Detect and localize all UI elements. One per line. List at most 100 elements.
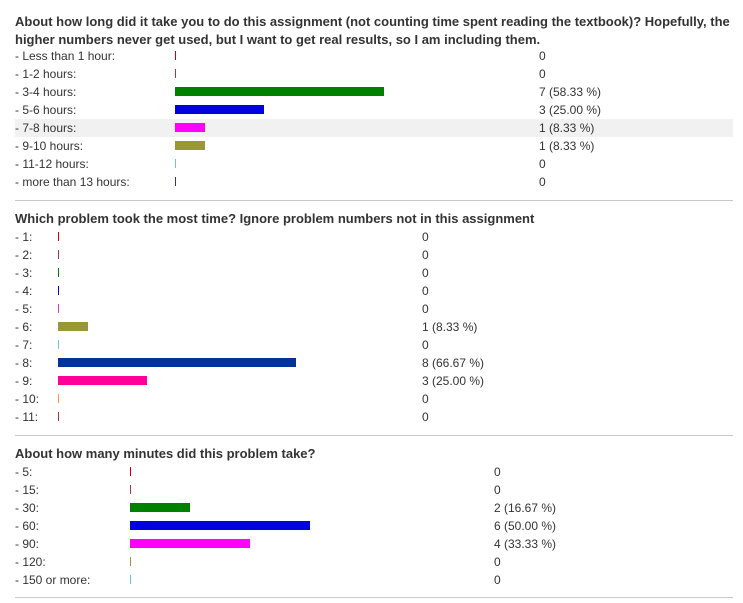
- answer-bar: [58, 286, 59, 295]
- answer-bar: [58, 232, 59, 241]
- question-1: About how long did it take you to do thi…: [15, 13, 733, 189]
- answer-label: - 5:: [15, 465, 33, 479]
- answer-bar: [58, 304, 59, 313]
- answer-row: - 9: 3 (25.00 %): [15, 372, 733, 390]
- answer-label: - 150 or more:: [15, 573, 91, 587]
- answer-count: 0: [422, 302, 429, 316]
- answer-label: - 5:: [15, 302, 33, 316]
- answer-label: - 1-2 hours:: [15, 67, 77, 81]
- answer-bar: [175, 141, 205, 150]
- answer-count: 0: [494, 573, 501, 587]
- section-divider: [15, 200, 733, 201]
- answer-bar: [175, 51, 176, 60]
- answer-bar: [175, 159, 176, 168]
- answer-count: 0: [539, 49, 546, 63]
- answer-count: 0: [422, 284, 429, 298]
- answer-bar: [58, 394, 59, 403]
- answer-row: - 15: 0: [15, 481, 733, 499]
- answer-bar: [58, 412, 59, 421]
- answer-label: - 9-10 hours:: [15, 139, 84, 153]
- answer-count: 0: [422, 338, 429, 352]
- answer-count: 0: [422, 230, 429, 244]
- answer-row: - 3-4 hours: 7 (58.33 %): [15, 83, 733, 101]
- answer-label: - 60:: [15, 519, 40, 533]
- answer-bar: [175, 87, 384, 96]
- answer-label: - 7:: [15, 338, 33, 352]
- answer-row: - 11: 0: [15, 408, 733, 426]
- answer-count: 0: [422, 266, 429, 280]
- answer-bar: [175, 123, 205, 132]
- answer-label: - 10:: [15, 392, 40, 406]
- answer-label: - 3-4 hours:: [15, 85, 77, 99]
- answer-row: - 150 or more: 0: [15, 571, 733, 589]
- section-divider: [15, 435, 733, 436]
- answer-label: - 4:: [15, 284, 33, 298]
- answer-row: - 90: 4 (33.33 %): [15, 535, 733, 553]
- answer-count: 3 (25.00 %): [539, 103, 602, 117]
- answer-row: - 4: 0: [15, 282, 733, 300]
- answer-row: - 3: 0: [15, 264, 733, 282]
- question-title: About how many minutes did this problem …: [15, 446, 316, 461]
- answer-row: - 8: 8 (66.67 %): [15, 354, 733, 372]
- answer-bar: [58, 358, 297, 367]
- answer-count: 3 (25.00 %): [422, 374, 485, 388]
- answer-row: - 60: 6 (50.00 %): [15, 517, 733, 535]
- answer-label: - 120:: [15, 555, 46, 569]
- answer-bar: [130, 503, 190, 512]
- answer-bar: [175, 177, 176, 186]
- answer-count: 7 (58.33 %): [539, 85, 602, 99]
- answer-bar: [58, 376, 148, 385]
- answer-row: - 11-12 hours: 0: [15, 155, 733, 173]
- answer-label: - 6:: [15, 320, 33, 334]
- answer-row: - more than 13 hours: 0: [15, 173, 733, 191]
- answer-bar: [130, 521, 310, 530]
- answer-count: 1 (8.33 %): [422, 320, 478, 334]
- answer-label: - 9:: [15, 374, 33, 388]
- answer-label: - 2:: [15, 248, 33, 262]
- answer-label: - 1:: [15, 230, 33, 244]
- answer-row: - 30: 2 (16.67 %): [15, 499, 733, 517]
- question-2: Which problem took the most time? Ignore…: [15, 210, 733, 424]
- answer-count: 2 (16.67 %): [494, 501, 557, 515]
- answer-count: 6 (50.00 %): [494, 519, 557, 533]
- answer-count: 0: [539, 67, 546, 81]
- answer-label: - 90:: [15, 537, 40, 551]
- answer-row: - 7-8 hours: 1 (8.33 %): [15, 119, 733, 137]
- question-title: About how long did it take you to do thi…: [15, 14, 730, 47]
- answer-row: - 120: 0: [15, 553, 733, 571]
- answer-label: - more than 13 hours:: [15, 175, 130, 189]
- answer-bar: [130, 485, 131, 494]
- answer-count: 0: [539, 175, 546, 189]
- answer-bar: [175, 105, 265, 114]
- answer-bar: [130, 557, 131, 566]
- answer-label: - 15:: [15, 483, 40, 497]
- section-divider: [15, 597, 733, 598]
- answer-bar: [58, 322, 88, 331]
- answer-bar: [58, 250, 59, 259]
- answer-bar: [130, 575, 131, 584]
- answer-count: 1 (8.33 %): [539, 121, 595, 135]
- answer-label: - 30:: [15, 501, 40, 515]
- answer-count: 0: [422, 392, 429, 406]
- answer-row: - 5: 0: [15, 300, 733, 318]
- answer-count: 0: [494, 465, 501, 479]
- answer-count: 0: [494, 555, 501, 569]
- answer-label: - 11:: [15, 410, 39, 424]
- answer-row: - 1: 0: [15, 228, 733, 246]
- answer-label: - 11-12 hours:: [15, 157, 89, 171]
- answer-bar: [130, 539, 250, 548]
- answer-row: - 5: 0: [15, 463, 733, 481]
- answer-label: - 3:: [15, 266, 33, 280]
- answer-label: - 8:: [15, 356, 33, 370]
- answer-bar: [175, 69, 176, 78]
- question-3: About how many minutes did this problem …: [15, 445, 733, 587]
- answer-row: - 6: 1 (8.33 %): [15, 318, 733, 336]
- answer-row: - 7: 0: [15, 336, 733, 354]
- answer-label: - 7-8 hours:: [15, 121, 77, 135]
- answer-count: 4 (33.33 %): [494, 537, 557, 551]
- answer-bar: [58, 268, 59, 277]
- answer-row: - 5-6 hours: 3 (25.00 %): [15, 101, 733, 119]
- answer-bar: [58, 340, 59, 349]
- answer-count: 0: [539, 157, 546, 171]
- answer-row: - 1-2 hours: 0: [15, 65, 733, 83]
